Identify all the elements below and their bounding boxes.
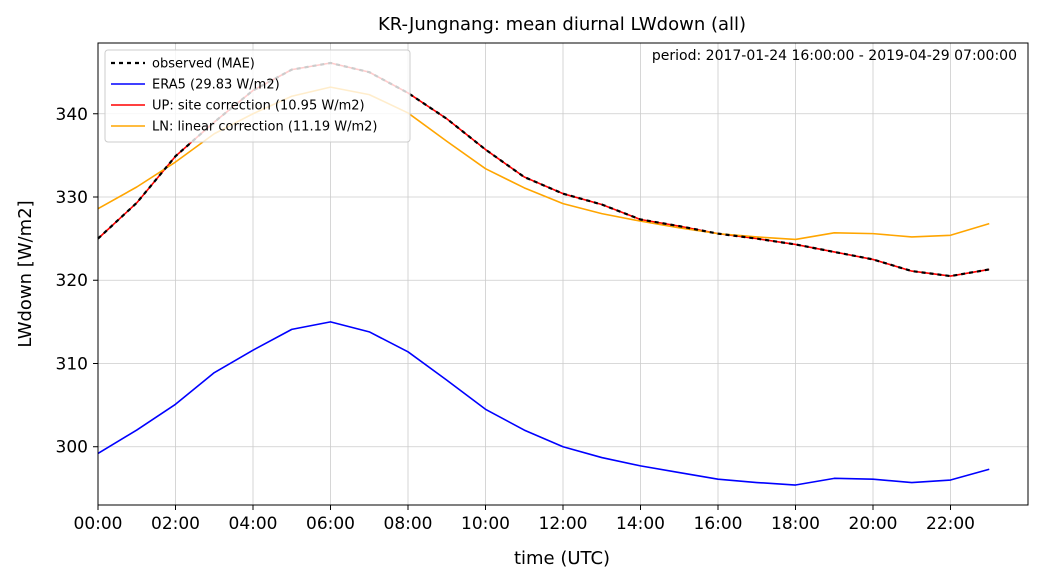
x-tick-label: 22:00: [926, 514, 975, 534]
y-tick-label: 330: [56, 188, 88, 208]
period-annotation: period: 2017-01-24 16:00:00 - 2019-04-29…: [652, 48, 1017, 64]
y-tick-label: 310: [56, 354, 88, 374]
x-tick-label: 16:00: [694, 514, 743, 534]
y-axis-label: LWdown [W/m2]: [15, 200, 36, 347]
x-tick-label: 20:00: [849, 514, 898, 534]
y-tick-label: 320: [56, 271, 88, 291]
x-tick-label: 02:00: [151, 514, 200, 534]
axis-ticks: 00:00 02:00 04:00 06:00 08:00 10:00 12:00 14:00…: [56, 105, 975, 534]
chart-title: KR-Jungnang: mean diurnal LWdown (all): [378, 14, 746, 35]
x-tick-label: 00:00: [74, 514, 123, 534]
x-tick-label: 06:00: [306, 514, 355, 534]
x-tick-label: 12:00: [539, 514, 588, 534]
y-tick-label: 340: [56, 105, 88, 125]
x-axis-label: time (UTC): [514, 548, 610, 569]
legend-box: [104, 49, 411, 143]
legend-label-2: LN: linear correction (11.19 W/m2): [152, 120, 378, 135]
legend-label-3: observed (MAE): [152, 57, 255, 72]
x-tick-label: 14:00: [616, 514, 665, 534]
x-tick-label: 04:00: [229, 514, 278, 534]
x-tick-label: 10:00: [461, 514, 510, 534]
x-tick-label: 08:00: [384, 514, 433, 534]
x-tick-label: 18:00: [771, 514, 820, 534]
series-line-3: [97, 61, 990, 278]
y-tick-label: 300: [56, 438, 88, 458]
series-line-0: [97, 321, 990, 486]
legend-label-1: UP: site correction (10.95 W/m2): [152, 99, 365, 114]
legend-label-0: ERA5 (29.83 W/m2): [152, 78, 280, 93]
legend: observed (MAE) ERA5 (29.83 W/m2) UP: site …: [104, 49, 411, 143]
